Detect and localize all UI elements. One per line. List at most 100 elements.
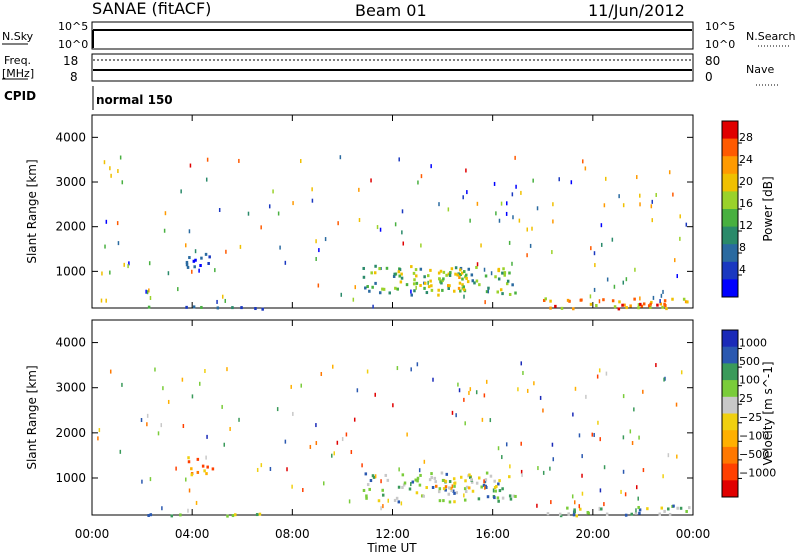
echo-cell: [493, 479, 496, 483]
echo-speckle: [379, 227, 382, 232]
y-tick-label: 1000: [55, 471, 86, 485]
echo-speckle: [676, 454, 678, 459]
echo-cell: [416, 479, 419, 483]
echo-speckle: [662, 289, 664, 294]
echo-cell: [442, 277, 445, 281]
echo-speckle: [162, 386, 164, 391]
echo-cell: [206, 465, 209, 469]
echo-cell: [464, 490, 468, 494]
echo-cell: [498, 479, 501, 483]
echo-cell: [497, 482, 500, 486]
echo-cell: [423, 286, 426, 290]
echo-speckle: [455, 413, 457, 418]
echo-speckle: [394, 222, 397, 227]
echo-speckle: [664, 376, 666, 381]
echo-speckle: [512, 215, 514, 220]
echo-speckle: [517, 387, 519, 392]
echo-speckle: [642, 389, 644, 394]
echo-speckle: [483, 479, 485, 484]
echo-speckle: [659, 299, 661, 304]
echo-speckle: [352, 297, 355, 302]
nave-right-tick-lo: 0: [705, 70, 713, 84]
echo-cell: [437, 271, 441, 275]
echo-speckle: [260, 463, 263, 468]
echo-speckle: [148, 261, 151, 266]
y-tick-label: 1000: [55, 264, 86, 278]
echo-speckle: [392, 403, 394, 408]
echo-speckle: [578, 433, 581, 438]
echo-cell: [196, 457, 200, 461]
echo-speckle: [119, 155, 122, 160]
colorbar-swatch: [722, 463, 738, 481]
echo-speckle: [537, 466, 539, 471]
echo-cell: [467, 267, 471, 271]
echo-cell: [447, 492, 451, 496]
echo-cell: [179, 513, 182, 517]
echo-cell: [442, 487, 446, 491]
echo-cell: [496, 290, 500, 294]
colorbar-tick-label: 8: [739, 241, 746, 254]
echo-cell: [493, 496, 496, 500]
echo-speckle: [187, 508, 189, 513]
echo-cell: [494, 489, 497, 493]
echo-cell: [454, 272, 457, 276]
echo-cell: [445, 472, 449, 476]
echo-cell: [400, 272, 403, 276]
echo-cell: [501, 496, 505, 500]
echo-speckle: [423, 459, 426, 464]
colorbar-swatch: [722, 396, 738, 414]
echo-speckle: [315, 256, 317, 261]
echo-speckle: [680, 370, 683, 375]
echo-speckle: [536, 206, 539, 211]
echo-cell: [378, 267, 381, 271]
echo-speckle: [438, 202, 440, 207]
echo-speckle: [591, 432, 594, 437]
echo-cell: [392, 274, 396, 278]
colorbar-swatch: [722, 244, 738, 263]
echo-cell: [477, 497, 481, 501]
echo-speckle: [506, 201, 508, 206]
time-axis-label: Time UT: [366, 541, 417, 554]
echo-cell: [410, 265, 413, 269]
echo-speckle: [348, 499, 351, 504]
echo-speckle: [585, 394, 587, 399]
echo-speckle: [515, 184, 517, 189]
echo-cell: [211, 467, 215, 471]
echo-speckle: [100, 298, 103, 303]
echo-speckle: [218, 208, 221, 213]
echo-cell: [397, 500, 401, 504]
colorbar-tick-label: 500: [739, 355, 760, 368]
echo-cell: [434, 480, 437, 484]
colorbar-tick-label: 4: [739, 263, 746, 276]
echo-cell: [586, 510, 590, 514]
echo-cell: [549, 299, 552, 303]
echo-cell: [415, 274, 418, 278]
echo-cell: [459, 289, 462, 293]
echo-speckle: [323, 481, 325, 486]
echo-speckle: [493, 181, 496, 186]
echo-speckle: [182, 424, 185, 429]
echo-cell: [234, 513, 237, 517]
echo-cell: [554, 304, 557, 308]
echo-cell: [663, 509, 666, 513]
echo-speckle: [238, 158, 240, 163]
echo-speckle: [572, 412, 574, 417]
echo-speckle: [487, 289, 490, 294]
echo-cell: [258, 512, 262, 516]
power-panel: 1000 2000 3000 4000 Slant Range [km]: [25, 114, 694, 311]
echo-cell: [416, 476, 420, 480]
echo-cell: [204, 252, 208, 256]
echo-cell: [549, 306, 552, 310]
echo-cell: [566, 506, 569, 510]
echo-cell: [393, 498, 397, 502]
echo-speckle: [117, 169, 119, 174]
echo-cell: [147, 305, 151, 309]
echo-cell: [450, 267, 454, 271]
echo-speckle: [376, 225, 379, 230]
y-tick-label: 2000: [55, 426, 86, 440]
plot-frame: [91, 319, 694, 516]
echo-cell: [200, 256, 203, 260]
echo-speckle: [104, 244, 106, 249]
echo-cell: [445, 273, 448, 277]
echo-cell: [637, 306, 640, 310]
